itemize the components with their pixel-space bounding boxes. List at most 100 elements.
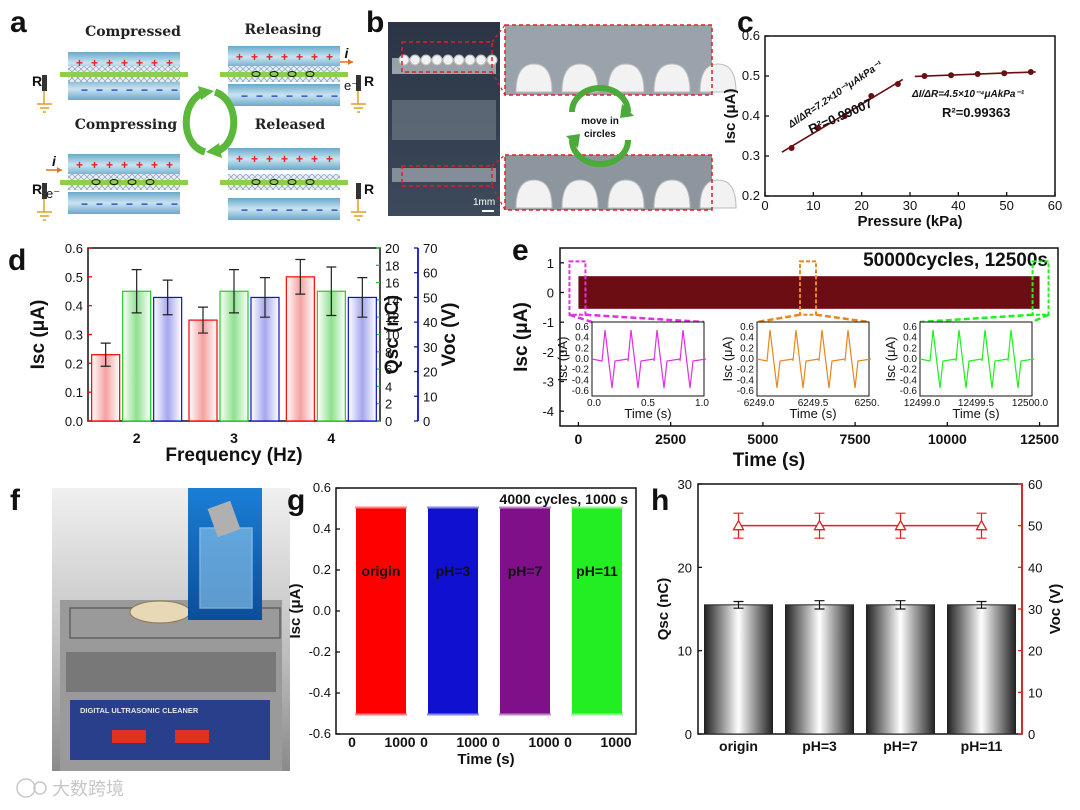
resistor — [42, 183, 47, 199]
inset-y-tick: 0.4 — [575, 333, 589, 344]
electron-label: e⁻ — [46, 186, 60, 201]
x-tick-label: 20 — [854, 198, 868, 213]
inset-y-tick: 0.2 — [740, 343, 754, 354]
minus-charge: − — [316, 203, 323, 217]
top-layer — [228, 148, 340, 170]
inset-x-tick: 12500.0 — [1012, 398, 1049, 409]
inset-y-label: Isc (μA) — [883, 336, 898, 381]
zoom-connector — [756, 313, 801, 324]
plus-charge: + — [311, 152, 318, 166]
error-bar — [295, 258, 306, 295]
minus-charge: − — [156, 197, 163, 211]
x-tick-label: 0 — [761, 198, 768, 213]
y-tick-label: 0.0 — [65, 414, 83, 429]
electron-dot — [269, 71, 279, 77]
panel-label-a: a — [10, 6, 27, 39]
inset-x-label: Time (s) — [952, 406, 999, 421]
minus-charge: − — [301, 203, 308, 217]
inset-y-tick: 0.2 — [903, 343, 917, 354]
error-bar — [976, 600, 987, 609]
x-tick-label: 12500 — [1020, 431, 1059, 447]
resistor-label: R — [364, 181, 374, 197]
panel-c-chart: c 0 10 20 30 40 50 60 0.2 0.3 0.4 0.5 0.6 Pressure (… — [722, 6, 1062, 230]
bottom-layer — [228, 198, 340, 220]
error-bar — [131, 269, 142, 314]
y-tick-label: 10 — [678, 644, 692, 659]
x-tick-label: pH=7 — [883, 738, 918, 754]
minus-charge: − — [81, 83, 88, 97]
minus-charge: − — [301, 89, 308, 103]
inset-signal — [591, 329, 707, 389]
zoom-connector — [919, 313, 1033, 324]
error-bar — [733, 600, 744, 609]
x-tick-label: 10000 — [928, 431, 967, 447]
zoom-connector — [569, 313, 593, 324]
minus-charge: − — [256, 89, 263, 103]
bar-isc — [188, 319, 218, 422]
y-axis-label: Isc (μA) — [722, 88, 739, 143]
cell-title-releasing: Releasing — [244, 22, 321, 38]
inset-y-tick: 0.4 — [903, 333, 917, 344]
plus-charge: + — [76, 158, 83, 172]
y-tick-label: 0.2 — [313, 562, 331, 577]
cell-releasing: Releasing+−+−+−+−+−+−+−Rie⁻ — [220, 22, 374, 113]
error-bar — [198, 306, 208, 334]
inset-y-tick: -0.6 — [572, 386, 590, 397]
bottom-layer — [228, 84, 340, 106]
cycle-arrows-icon — [182, 86, 238, 158]
y-axis-label-2: Voc (V) — [439, 302, 460, 366]
zoom-box — [1031, 260, 1050, 316]
inset-x-label: Time (s) — [789, 406, 836, 421]
y2-tick-label: 40 — [1028, 560, 1042, 575]
panel-label-c: c — [737, 6, 754, 39]
minus-charge: − — [171, 197, 178, 211]
electron-dot — [127, 179, 137, 185]
minus-charge: − — [141, 83, 148, 97]
plus-charge: + — [311, 50, 318, 64]
inset-y-tick: -0.6 — [900, 386, 918, 397]
signal-segment — [500, 508, 550, 714]
segment-label: pH=11 — [576, 563, 618, 579]
resistor-label: R — [32, 73, 42, 89]
minus-charge: − — [316, 89, 323, 103]
watermark: 大数跨境 — [16, 778, 124, 800]
y-tick-label: -2 — [542, 345, 554, 360]
plus-charge: + — [166, 56, 173, 70]
y-axis-label: Isc (μA) — [511, 302, 532, 372]
plus-charge: + — [76, 56, 83, 70]
plus-charge: + — [236, 50, 243, 64]
y-tick-label: -3 — [542, 375, 554, 390]
bump-zoom-top — [515, 63, 553, 93]
y-tick-label: 20 — [385, 241, 399, 256]
plus-charge: + — [106, 56, 113, 70]
plus-charge: + — [266, 50, 273, 64]
inset-y-tick: -0.4 — [737, 375, 755, 386]
bump — [453, 54, 465, 66]
panel-f-photo: f DIGITAL ULTRASONIC CLEANER — [10, 484, 290, 771]
arrowhead — [348, 59, 353, 65]
plus-charge: + — [151, 56, 158, 70]
data-point — [948, 72, 955, 79]
plus-charge: + — [326, 152, 333, 166]
inset-y-tick: -0.2 — [572, 365, 590, 376]
y-tick-label: 0.1 — [65, 385, 83, 400]
segment-1: origin 0 1000 — [348, 506, 416, 750]
plus-charge: + — [236, 152, 243, 166]
x-axis-label: Pressure (kPa) — [857, 213, 962, 230]
electrode — [60, 180, 188, 185]
inset-y-tick: 0.4 — [740, 333, 754, 344]
scale-bar-label: 1mm — [473, 197, 495, 208]
minus-charge: − — [286, 89, 293, 103]
signal-edge — [355, 506, 407, 716]
y-tick-label: -0.2 — [309, 644, 331, 659]
y-tick-label: 50 — [423, 290, 437, 305]
electron-dot — [305, 179, 315, 185]
bump — [409, 54, 421, 66]
x-tick-label: 5000 — [747, 431, 778, 447]
inset-x-tick: 12499.0 — [904, 398, 941, 409]
segment-end: 1000 — [600, 734, 631, 750]
x-tick-label: 2 — [133, 430, 141, 446]
y-tick-label: 0.3 — [742, 148, 760, 163]
electron-dot — [269, 179, 279, 185]
